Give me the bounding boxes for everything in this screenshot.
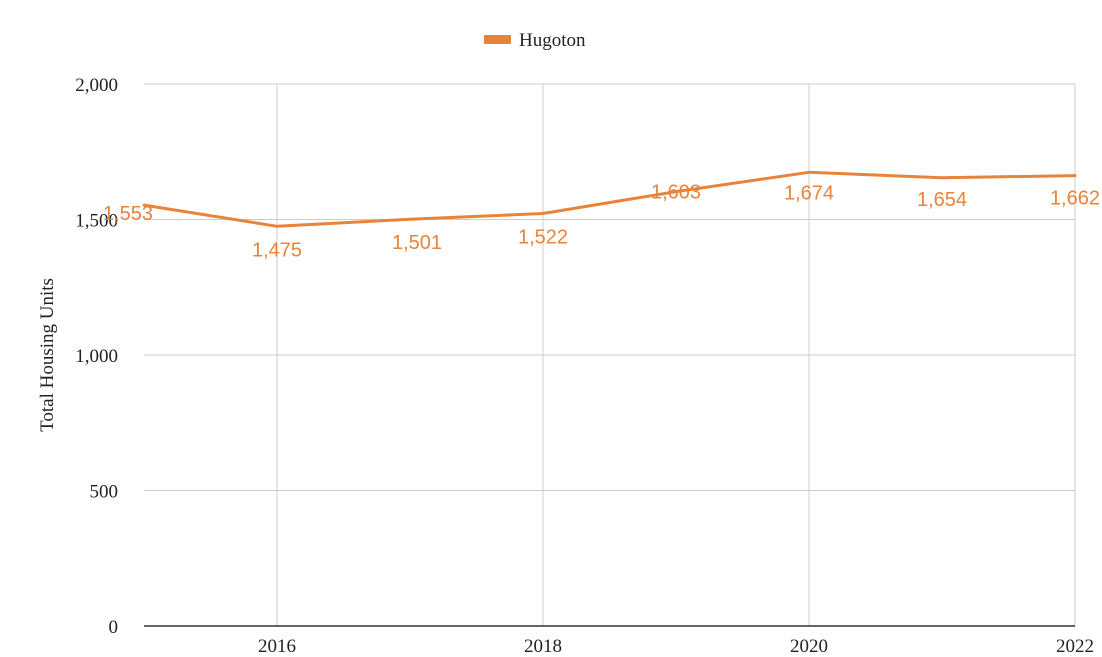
x-tick-label: 2018: [524, 636, 562, 657]
data-point: [808, 171, 810, 173]
data-label: 1,501: [392, 232, 442, 254]
legend: Hugoton: [484, 30, 586, 51]
data-point: [675, 191, 677, 193]
gridlines: [144, 83, 1076, 626]
data-label: 1,654: [917, 189, 967, 211]
data-point: [542, 213, 544, 215]
y-axis-title: Total Housing Units: [37, 278, 58, 432]
data-point: [143, 204, 145, 206]
data-point: [409, 218, 411, 220]
x-tick-label: 2022: [1056, 636, 1094, 657]
data-label: 1,475: [252, 239, 302, 261]
series-line: [142, 170, 1077, 228]
data-point: [276, 225, 278, 227]
series-layer: [142, 170, 1077, 228]
data-label: 1,662: [1050, 188, 1100, 210]
axes: 0 500 1,000 1,500 2,000 2016 2018 2020 2022: [75, 75, 1094, 657]
x-tick-label: 2020: [790, 636, 828, 657]
data-label: 1,674: [784, 182, 834, 204]
y-tick-label: 1,000: [75, 346, 118, 367]
y-tick-label: 2,000: [75, 75, 118, 96]
y-tick-label: 500: [90, 482, 119, 503]
data-point: [941, 177, 943, 179]
y-tick-label: 1,500: [75, 211, 118, 232]
data-point: [1074, 175, 1076, 177]
data-label: 1,553: [103, 203, 153, 225]
x-tick-label: 2016: [258, 636, 296, 657]
data-labels: 1,553 1,475 1,501 1,522 1,603 1,674 1,654 1,662: [103, 182, 1100, 262]
data-label: 1,603: [651, 182, 701, 204]
data-label: 1,522: [518, 227, 568, 249]
y-tick-label: 0: [109, 617, 119, 638]
legend-swatch: [484, 35, 511, 44]
legend-label: Hugoton: [519, 30, 586, 51]
